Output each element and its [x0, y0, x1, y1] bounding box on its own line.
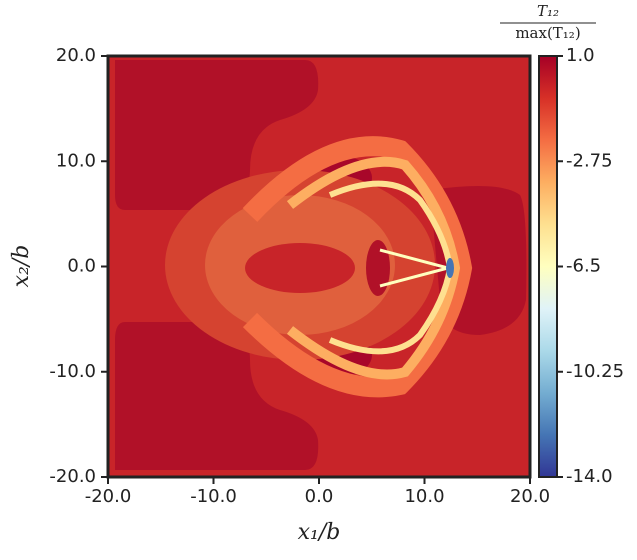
x-tick-label: 20.0: [510, 486, 550, 507]
x-axis-label: x₁/b: [298, 520, 341, 545]
colorbar: [538, 55, 558, 478]
colorbar-label-numerator: T₁₂: [537, 2, 559, 20]
y-axis-label: x₂/b: [9, 245, 34, 288]
colorbar-tick-label: -10.25: [566, 361, 624, 382]
y-tick-label: 0.0: [67, 256, 96, 277]
x-tick-label: 0.0: [305, 486, 334, 507]
y-tick-label: -20.0: [49, 466, 96, 487]
x-tick-label: -10.0: [190, 486, 237, 507]
colorbar-label-denominator: max(T₁₂): [515, 24, 580, 42]
colorbar-tick-label: -14.0: [566, 466, 613, 487]
x-tick-label: -20.0: [85, 486, 132, 507]
x-tick-label: 10.0: [404, 486, 444, 507]
y-tick-label: 20.0: [56, 45, 96, 66]
contour-field: [108, 56, 530, 477]
colorbar-tick-label: -2.75: [566, 150, 613, 171]
y-tick-label: 10.0: [56, 150, 96, 171]
colorbar-tick-label: -6.5: [566, 256, 601, 277]
colorbar-tick-label: 1.0: [566, 45, 595, 66]
y-tick-label: -10.0: [49, 361, 96, 382]
